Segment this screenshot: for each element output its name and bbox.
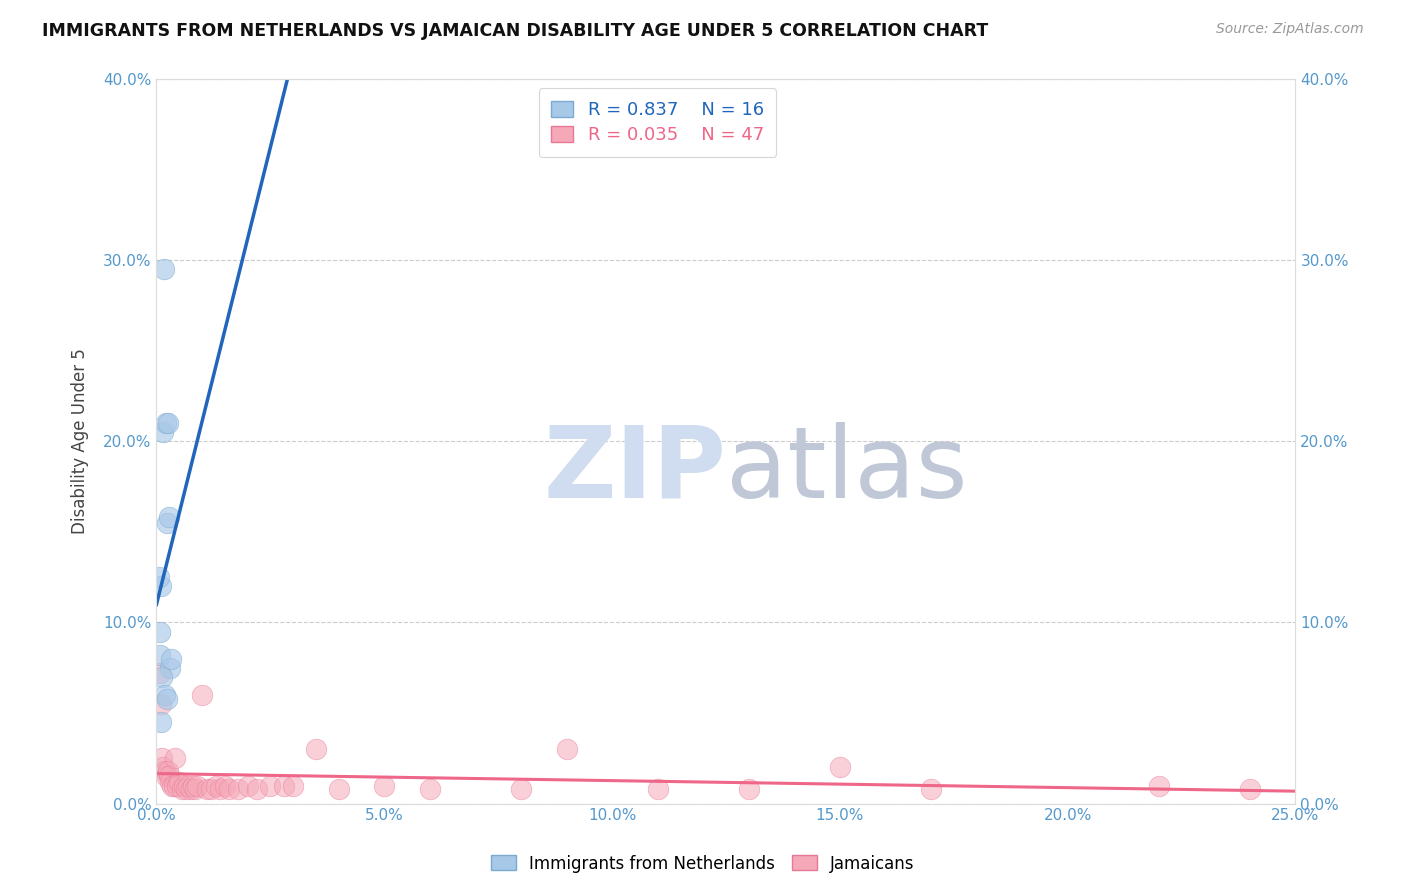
- Point: [152, 425, 174, 440]
- Point: [153, 764, 176, 778]
- Point: [328, 782, 350, 797]
- Point: [163, 779, 186, 793]
- Point: [828, 760, 851, 774]
- Point: [150, 579, 173, 593]
- Point: [150, 697, 173, 711]
- Point: [419, 782, 441, 797]
- Point: [204, 779, 226, 793]
- Point: [186, 779, 208, 793]
- Point: [236, 779, 259, 793]
- Point: [1239, 782, 1261, 797]
- Point: [200, 782, 222, 797]
- Point: [305, 742, 328, 756]
- Point: [159, 775, 181, 789]
- Text: IMMIGRANTS FROM NETHERLANDS VS JAMAICAN DISABILITY AGE UNDER 5 CORRELATION CHART: IMMIGRANTS FROM NETHERLANDS VS JAMAICAN …: [42, 22, 988, 40]
- Point: [148, 570, 170, 584]
- Point: [555, 742, 578, 756]
- Y-axis label: Disability Age Under 5: Disability Age Under 5: [72, 349, 89, 534]
- Point: [184, 782, 207, 797]
- Point: [228, 782, 250, 797]
- Point: [157, 510, 180, 524]
- Point: [191, 688, 214, 702]
- Point: [163, 751, 186, 765]
- Point: [169, 775, 191, 789]
- Point: [180, 782, 202, 797]
- Legend: Immigrants from Netherlands, Jamaicans: Immigrants from Netherlands, Jamaicans: [485, 848, 921, 880]
- Point: [177, 779, 200, 793]
- Point: [173, 779, 195, 793]
- Point: [195, 782, 218, 797]
- Point: [149, 666, 172, 681]
- Point: [153, 688, 176, 702]
- Point: [510, 782, 533, 797]
- Point: [155, 691, 177, 706]
- Point: [149, 648, 172, 662]
- Point: [166, 779, 188, 793]
- Point: [155, 416, 177, 430]
- Point: [920, 782, 942, 797]
- Point: [150, 670, 173, 684]
- Point: [149, 624, 172, 639]
- Point: [273, 779, 295, 793]
- Point: [156, 764, 179, 778]
- Point: [159, 661, 181, 675]
- Text: atlas: atlas: [725, 422, 967, 519]
- Legend: R = 0.837    N = 16, R = 0.035    N = 47: R = 0.837 N = 16, R = 0.035 N = 47: [538, 88, 776, 157]
- Point: [150, 751, 173, 765]
- Point: [209, 782, 232, 797]
- Point: [738, 782, 761, 797]
- Point: [160, 651, 183, 665]
- Point: [170, 782, 193, 797]
- Text: ZIP: ZIP: [543, 422, 725, 519]
- Point: [283, 779, 305, 793]
- Point: [373, 779, 395, 793]
- Point: [155, 769, 177, 783]
- Point: [181, 779, 204, 793]
- Point: [155, 516, 177, 530]
- Point: [174, 782, 197, 797]
- Point: [214, 779, 236, 793]
- Point: [157, 769, 180, 783]
- Text: Source: ZipAtlas.com: Source: ZipAtlas.com: [1216, 22, 1364, 37]
- Point: [156, 416, 179, 430]
- Point: [152, 760, 174, 774]
- Point: [259, 779, 281, 793]
- Point: [647, 782, 669, 797]
- Point: [218, 782, 240, 797]
- Point: [162, 779, 184, 793]
- Point: [153, 262, 176, 277]
- Point: [246, 782, 269, 797]
- Point: [150, 715, 173, 730]
- Point: [1147, 779, 1170, 793]
